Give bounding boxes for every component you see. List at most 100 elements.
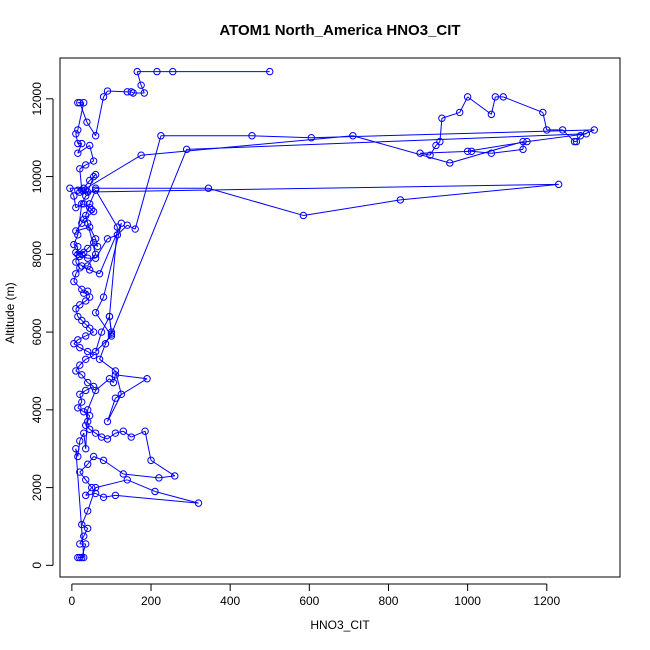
series-line-segment	[79, 432, 85, 442]
data-point	[82, 491, 90, 500]
series-line-segment	[123, 473, 159, 479]
series-line-segment	[89, 226, 97, 240]
data-point	[85, 176, 94, 185]
series-line-segment	[420, 150, 472, 154]
data-point	[103, 87, 112, 95]
data-point	[85, 200, 94, 208]
y-tick-label: 0	[30, 562, 44, 569]
data-point	[82, 320, 90, 329]
data-point	[84, 507, 92, 515]
data-point	[539, 108, 547, 117]
series-line-segment	[81, 510, 89, 525]
data-point	[78, 316, 86, 325]
data-point	[78, 520, 86, 529]
data-point	[82, 386, 90, 395]
data-point	[143, 375, 151, 383]
data-point	[111, 367, 120, 375]
series-line-segment	[108, 227, 118, 317]
data-point	[182, 145, 191, 154]
data-point	[89, 238, 98, 247]
series-line-segment	[303, 199, 401, 216]
series-line-segment	[439, 118, 443, 142]
data-point	[72, 270, 80, 278]
x-tick-label: 800	[378, 594, 398, 608]
x-tick-label: 1200	[533, 594, 560, 608]
data-point	[103, 435, 112, 443]
data-point	[74, 149, 82, 157]
data-point	[416, 149, 424, 157]
data-point	[95, 355, 104, 363]
data-point	[72, 203, 80, 212]
data-point	[80, 429, 88, 437]
data-point	[107, 330, 116, 338]
data-point	[91, 170, 100, 179]
series-line-segment	[123, 430, 132, 438]
data-point	[72, 367, 80, 375]
series-line-segment	[77, 316, 83, 321]
data-point	[89, 172, 98, 181]
series-line-segment	[503, 96, 544, 113]
data-point	[137, 151, 145, 159]
series-line-segment	[150, 459, 176, 477]
series-line-segment	[79, 471, 87, 481]
y-tick-label: 4000	[30, 396, 44, 423]
series-line-segment	[130, 91, 134, 94]
data-point	[570, 137, 579, 146]
data-point	[467, 147, 476, 156]
data-point	[82, 192, 90, 200]
series-line-segment	[85, 323, 91, 329]
data-point	[543, 126, 551, 134]
series-line-segment	[110, 149, 188, 335]
data-point	[89, 382, 98, 391]
data-point	[80, 289, 88, 297]
data-point	[140, 89, 148, 97]
data-point	[89, 328, 98, 336]
data-point	[194, 499, 203, 507]
series-line-segment	[85, 160, 94, 166]
series-line-segment	[89, 174, 96, 181]
series-line-segment	[140, 85, 145, 94]
series-line-segment	[95, 189, 118, 228]
series-line-segment	[87, 487, 97, 512]
data-point	[91, 132, 100, 140]
series-line-segment	[89, 145, 95, 162]
data-point	[89, 157, 98, 165]
data-point	[99, 493, 108, 502]
data-point	[84, 254, 92, 262]
data-point	[82, 421, 90, 430]
data-point	[123, 476, 131, 484]
data-point	[80, 215, 88, 224]
series-line-segment	[186, 133, 587, 150]
data-point	[91, 308, 100, 317]
data-point	[76, 361, 84, 369]
data-point	[137, 81, 145, 89]
data-point	[89, 207, 98, 216]
series-line-segment	[136, 71, 142, 86]
data-point	[76, 165, 84, 173]
data-point	[74, 336, 82, 344]
data-point	[117, 390, 126, 398]
data-point	[72, 227, 80, 235]
data-point	[554, 180, 563, 189]
series-line-segment	[73, 281, 83, 290]
data-point	[101, 340, 110, 348]
data-point	[91, 483, 100, 492]
series-line-segment	[85, 203, 91, 216]
series-line-segment	[114, 370, 122, 395]
data-point	[74, 139, 82, 148]
data-point	[169, 67, 177, 76]
data-point	[76, 264, 84, 272]
series-line-segment	[491, 148, 524, 154]
series-line-segment	[208, 187, 304, 216]
data-point	[85, 293, 94, 301]
data-point	[113, 223, 122, 231]
series-line-segment	[79, 154, 142, 193]
data-point	[82, 332, 90, 340]
data-point	[141, 427, 149, 435]
series-line-segment	[449, 141, 524, 164]
series-line-segment	[95, 479, 128, 489]
series-line-segment	[81, 374, 89, 383]
data-point	[85, 223, 94, 231]
series-line-segment	[85, 479, 93, 488]
